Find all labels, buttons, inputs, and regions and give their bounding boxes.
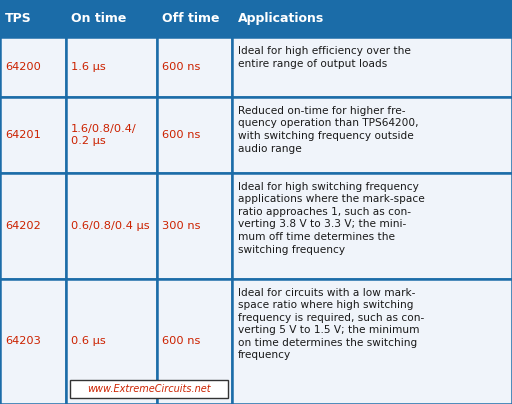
Text: 1.6/0.8/0.4/
0.2 μs: 1.6/0.8/0.4/ 0.2 μs bbox=[71, 124, 136, 146]
Bar bbox=[157, 279, 232, 404]
Bar bbox=[0, 173, 66, 279]
Bar bbox=[0, 37, 66, 97]
Bar bbox=[232, 0, 512, 37]
Bar bbox=[66, 279, 157, 404]
Text: 64201: 64201 bbox=[5, 130, 41, 140]
Text: 600 ns: 600 ns bbox=[162, 130, 200, 140]
Text: On time: On time bbox=[71, 12, 126, 25]
Bar bbox=[232, 173, 512, 279]
Bar bbox=[66, 97, 157, 173]
Text: 300 ns: 300 ns bbox=[162, 221, 200, 231]
Bar bbox=[0, 279, 66, 404]
Bar bbox=[66, 173, 157, 279]
Text: Ideal for circuits with a low mark-
space ratio where high switching
frequency i: Ideal for circuits with a low mark- spac… bbox=[238, 288, 424, 360]
Text: Ideal for high efficiency over the
entire range of output loads: Ideal for high efficiency over the entir… bbox=[238, 46, 411, 69]
Text: Reduced on-time for higher fre-
quency operation than TPS64200,
with switching f: Reduced on-time for higher fre- quency o… bbox=[238, 106, 418, 154]
Text: Off time: Off time bbox=[162, 12, 219, 25]
Bar bbox=[232, 97, 512, 173]
Bar bbox=[157, 0, 232, 37]
Text: 64203: 64203 bbox=[5, 337, 41, 346]
Bar bbox=[0, 0, 66, 37]
Text: 64202: 64202 bbox=[5, 221, 41, 231]
Text: 64200: 64200 bbox=[5, 62, 41, 72]
Bar bbox=[232, 279, 512, 404]
Bar bbox=[0, 97, 66, 173]
Text: 0.6 μs: 0.6 μs bbox=[71, 337, 105, 346]
Bar bbox=[232, 37, 512, 97]
Text: www.ExtremeCircuits.net: www.ExtremeCircuits.net bbox=[87, 384, 211, 394]
Bar bbox=[66, 37, 157, 97]
Bar bbox=[157, 97, 232, 173]
Bar bbox=[70, 380, 228, 398]
Text: 1.6 μs: 1.6 μs bbox=[71, 62, 105, 72]
Text: Ideal for high switching frequency
applications where the mark-space
ratio appro: Ideal for high switching frequency appli… bbox=[238, 182, 424, 255]
Bar bbox=[157, 37, 232, 97]
Bar bbox=[157, 173, 232, 279]
Bar bbox=[66, 0, 157, 37]
Text: 600 ns: 600 ns bbox=[162, 337, 200, 346]
Text: TPS: TPS bbox=[5, 12, 32, 25]
Text: 0.6/0.8/0.4 μs: 0.6/0.8/0.4 μs bbox=[71, 221, 150, 231]
Text: Applications: Applications bbox=[238, 12, 324, 25]
Text: 600 ns: 600 ns bbox=[162, 62, 200, 72]
